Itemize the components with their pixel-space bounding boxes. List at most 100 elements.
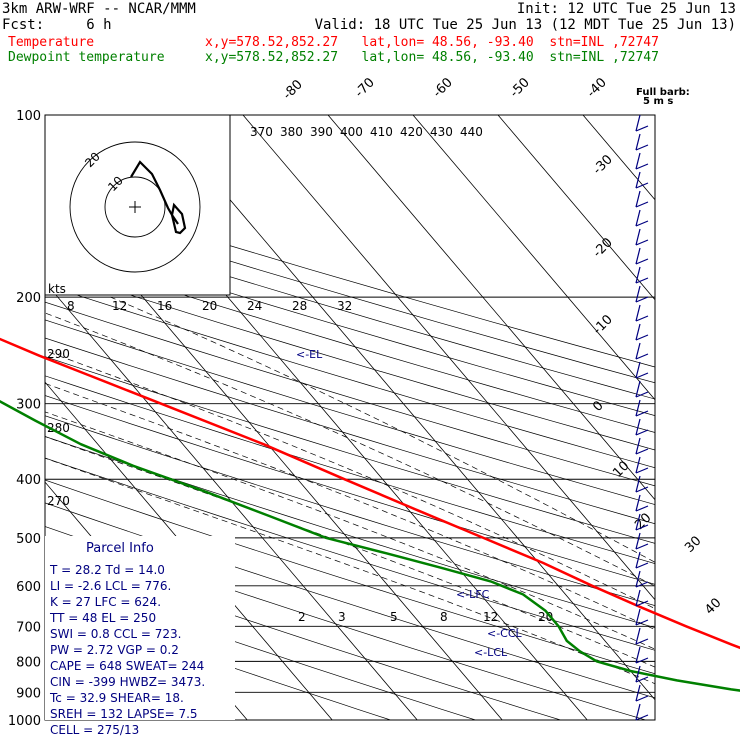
parcel-info-row: K = 27 LFC = 624.	[50, 595, 161, 609]
pressure-tick-label: 800	[16, 655, 41, 670]
isotherm-tick-label: 30	[682, 534, 704, 556]
theta-tick-label: 420	[400, 125, 423, 139]
wind-barb	[635, 638, 649, 645]
header-line2-right: Valid: 18 UTC Tue 25 Jun 13 (12 MDT Tue …	[314, 17, 736, 33]
barb-legend-units: 5 m s	[643, 96, 673, 107]
wind-barb	[635, 171, 641, 189]
temperature-legend-info: x,y=578.52,852.27 lat,lon= 48.56, -93.40…	[205, 35, 659, 50]
mixing-ratio-tick-label: 20	[538, 610, 553, 624]
pressure-tick-label: 900	[16, 686, 41, 701]
hodograph-ring	[104, 176, 166, 238]
wind-barb	[635, 543, 649, 550]
wind-barb	[635, 429, 649, 436]
isotherm-tick-label: -70	[352, 75, 378, 101]
dry-adiabat-line	[45, 301, 655, 487]
parcel-info-background	[45, 536, 235, 720]
pressure-tick-label: 200	[16, 291, 41, 306]
wind-barb	[635, 296, 649, 303]
pressure-tick-label: 600	[16, 580, 41, 595]
isotherm-tick-label: -80	[280, 77, 306, 103]
wind-barb	[635, 228, 641, 246]
wind-barb	[635, 695, 649, 702]
hodograph-ring	[69, 141, 201, 273]
theta-tick-label: 410	[370, 125, 393, 139]
wind-barb	[635, 627, 641, 645]
moist-adiabat-line	[45, 312, 655, 587]
wind-barb	[635, 144, 649, 151]
wind-barb	[635, 456, 641, 474]
dry-adiabat-line	[45, 479, 655, 675]
wind-barb	[635, 494, 641, 512]
wind-barb	[635, 714, 649, 721]
wind-barb	[635, 486, 649, 493]
wind-barb	[635, 657, 649, 664]
temperature-profile-line	[0, 337, 740, 650]
parcel-info-row: PW = 2.72 VGP = 0.2	[50, 643, 179, 657]
mixing-ratio-tick-label: 28	[292, 299, 307, 313]
wind-barb	[635, 608, 641, 626]
isotherm-line	[582, 115, 655, 201]
wind-barb	[635, 418, 641, 436]
parcel-info-row: T = 28.2 Td = 14.0	[49, 563, 165, 577]
isotherm-line	[327, 115, 655, 501]
header-line1-left: 3km ARW-WRF -- NCAR/MMM	[2, 1, 196, 17]
dry-adiabat-line	[45, 436, 655, 629]
theta-tick-label: 430	[430, 125, 453, 139]
wind-barb	[635, 182, 649, 189]
wind-barb	[635, 247, 641, 265]
dry-adiabat-line	[45, 284, 655, 469]
wind-barb	[635, 448, 649, 455]
dry-adiabat-line	[45, 415, 655, 606]
wind-barb	[635, 323, 641, 341]
parcel-info-row: SWI = 0.8 CCL = 723.	[50, 627, 181, 641]
wind-barb	[635, 513, 641, 531]
wind-barb	[635, 646, 641, 664]
wind-barb	[635, 266, 641, 284]
isotherm-tick-label: -10	[590, 312, 616, 338]
wind-barb	[635, 570, 641, 588]
pressure-tick-label: 1000	[8, 714, 41, 729]
wind-barb	[635, 277, 649, 284]
isotherm-line	[242, 115, 655, 601]
dry-adiabat-line	[45, 267, 655, 451]
wind-barb	[635, 133, 641, 151]
isotherm-tick-label: 0	[590, 398, 606, 414]
temperature-legend-label: Temperature	[8, 35, 95, 50]
isotherm-line	[412, 115, 655, 401]
wind-barb	[635, 372, 649, 379]
dewpoint-profile-line	[0, 400, 740, 692]
moist-adiabat-line	[45, 411, 655, 650]
wind-barb	[635, 209, 641, 227]
hodograph-trace	[130, 160, 187, 235]
pressure-tick-label: 100	[16, 109, 41, 124]
wind-barb	[635, 391, 649, 398]
mixing-ratio-tick-label: 16	[157, 299, 172, 313]
wind-barb	[635, 562, 649, 569]
wind-barb	[635, 505, 649, 512]
dry-adiabat-line	[45, 188, 655, 368]
wind-barb	[635, 524, 649, 531]
dry-adiabat-line	[45, 234, 655, 416]
dewpoint-legend-label: Dewpoint temperature	[8, 50, 165, 65]
wind-barb	[635, 114, 641, 132]
wind-barb	[635, 589, 641, 607]
hodograph-frame	[44, 114, 231, 296]
pressure-tick-label: 400	[16, 473, 41, 488]
wind-barb	[635, 410, 649, 417]
mixing-ratio-tick-label: 8	[67, 299, 75, 313]
wind-barb	[635, 380, 641, 398]
dry-adiabat-line	[45, 319, 655, 505]
dry-adiabat-line	[45, 457, 655, 651]
isotherm-line	[497, 115, 655, 301]
mixing-ratio-tick-label: 24	[247, 299, 262, 313]
wind-barb	[635, 163, 649, 170]
isotherm-tick-label: -30	[590, 152, 616, 178]
mixing-ratio-tick-label: 2	[298, 610, 306, 624]
mixing-ratio-tick-label: 12	[483, 610, 498, 624]
dry-adiabat-line	[45, 575, 476, 720]
wind-barb	[635, 581, 649, 588]
wind-barb	[635, 399, 641, 417]
parcel-info-row: CAPE = 648 SWEAT= 244	[50, 659, 204, 673]
parcel-info-panel: Parcel Info T = 28.2 Td = 14.0 LI = -2.6 L…	[45, 536, 235, 737]
